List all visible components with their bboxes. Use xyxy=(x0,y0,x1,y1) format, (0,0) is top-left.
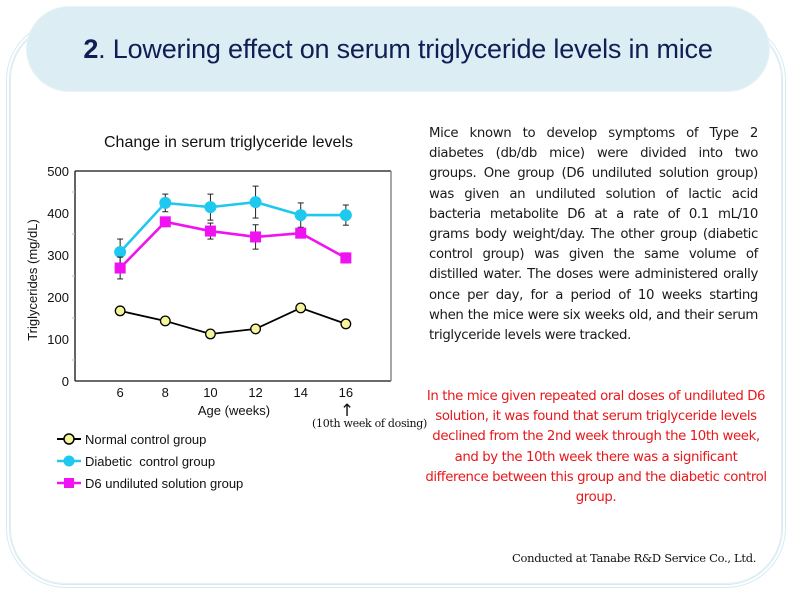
data-point xyxy=(295,302,307,314)
x-tick-label: 6 xyxy=(117,385,124,400)
y-tick-label: 300 xyxy=(47,248,69,263)
series-line xyxy=(119,220,347,269)
title-text: . Lowering effect on serum triglyceride … xyxy=(98,33,713,64)
legend-label: Normal control group xyxy=(85,431,207,447)
series-diabetic-control-group xyxy=(114,185,352,266)
series-d6-undiluted-solution-group xyxy=(114,216,352,280)
study-conclusion: In the mice given repeated oral doses of… xyxy=(425,389,767,506)
data-point xyxy=(250,323,262,335)
data-point xyxy=(295,227,307,239)
data-point xyxy=(340,252,352,264)
x-tick-label: 10 xyxy=(203,385,217,400)
legend-item-normal: Normal control group xyxy=(56,428,243,450)
data-point xyxy=(340,318,352,330)
y-tick-label: 200 xyxy=(47,290,69,305)
data-point xyxy=(204,328,216,340)
y-tick-label: 100 xyxy=(47,332,69,347)
data-point xyxy=(250,231,262,243)
legend-item-d6: D6 undiluted solution group xyxy=(56,472,243,494)
x-tick-label: 8 xyxy=(162,385,169,400)
legend-marker-square-magenta-icon xyxy=(57,478,81,488)
data-point xyxy=(114,305,126,317)
study-credit: Conducted at Tanabe R&D Service Co., Ltd… xyxy=(512,551,757,565)
y-tick-label: 400 xyxy=(47,206,69,221)
title-banner: 2. Lowering effect on serum triglyceride… xyxy=(26,6,770,92)
x-tick-label: 14 xyxy=(293,385,307,400)
chart-legend: Normal control group Diabetic control gr… xyxy=(56,428,243,494)
series-line xyxy=(119,200,346,253)
legend-item-diabetic: Diabetic control group xyxy=(56,450,243,472)
chart-title: Change in serum triglyceride levels xyxy=(104,134,353,151)
dosing-annotation: (10th week of dosing) xyxy=(312,417,428,430)
data-point xyxy=(204,201,217,214)
title-number: 2 xyxy=(83,33,99,64)
legend-label: Diabetic control group xyxy=(85,453,216,469)
data-point xyxy=(159,196,172,209)
legend-marker-circle-yellow-icon xyxy=(57,433,81,445)
chart-ticks: 0 100 200 300 400 500 6 8 10 12 14 16 xyxy=(47,164,353,400)
data-point xyxy=(159,315,171,327)
y-tick-label: 0 xyxy=(62,374,69,389)
x-tick-label: 12 xyxy=(248,385,262,400)
legend-marker-circle-cyan-icon xyxy=(57,455,81,467)
y-axis-label: Triglycerides (mg/dL) xyxy=(25,219,40,341)
y-tick-label: 500 xyxy=(47,164,69,179)
x-axis-label: Age (weeks) xyxy=(198,403,270,418)
series-line xyxy=(119,306,347,335)
slide-title: 2. Lowering effect on serum triglyceride… xyxy=(83,33,713,65)
legend-label: D6 undiluted solution group xyxy=(85,475,244,491)
data-point xyxy=(114,262,126,274)
data-point xyxy=(339,209,352,222)
data-point xyxy=(114,246,127,259)
data-point xyxy=(159,216,171,228)
data-point xyxy=(204,225,216,237)
dosing-arrow-icon: ↑ xyxy=(340,401,354,421)
chart-axes xyxy=(74,170,392,382)
data-point xyxy=(249,196,262,209)
x-tick-label: 16 xyxy=(339,385,353,400)
study-description: Mice known to develop symptoms of Type 2… xyxy=(429,126,758,344)
data-point xyxy=(294,209,307,222)
series-normal-control-group xyxy=(114,302,352,340)
chart-series xyxy=(114,185,352,340)
